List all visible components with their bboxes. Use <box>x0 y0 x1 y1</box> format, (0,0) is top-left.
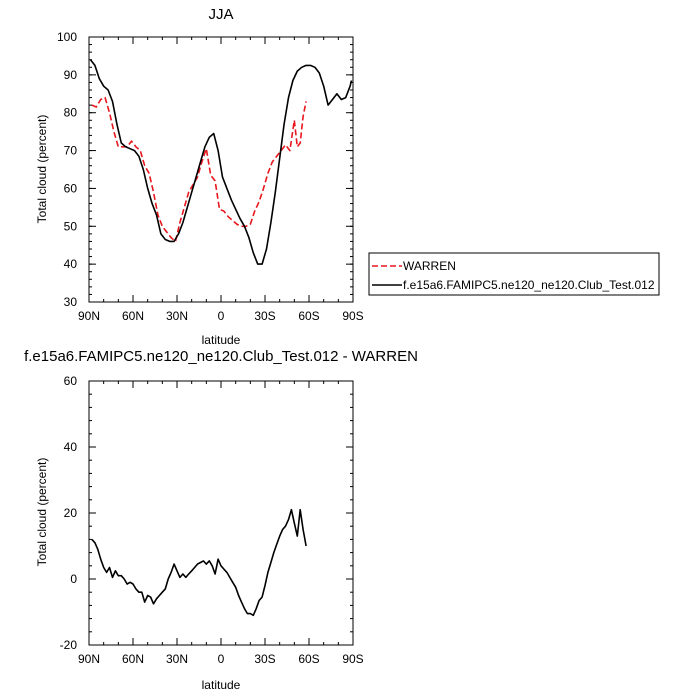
plot-area: 90N 60N 30N 0 30S 60S 90S 30 40 50 60 70 80 90 100 <box>57 30 364 323</box>
top-panel: JJA 90N 60N 30N 0 30S 60S 90S 30 40 50 60 70 80 90 100… <box>35 6 660 347</box>
y-tick-label: 60 <box>64 374 78 388</box>
plot-area-difference: 90N 60N 30N 0 30S 60S 90S -20 0 20 40 60 <box>60 374 364 666</box>
y-tick-label: 0 <box>70 572 77 586</box>
y-tick-label: 40 <box>64 257 78 271</box>
x-tick-label: 60N <box>122 652 144 666</box>
x-axis-label-difference: latitude <box>202 678 241 692</box>
x-tick-label: 30S <box>254 309 275 323</box>
y-axis-label-difference: Total cloud (percent) <box>35 458 49 567</box>
x-tick-label: 90N <box>78 652 100 666</box>
y-tick-label: 20 <box>64 506 78 520</box>
y-tick-label: 30 <box>64 295 78 309</box>
x-tick-label: 90S <box>342 309 363 323</box>
legend: WARREN f.e15a6.FAMIPC5.ne120_ne120.Club_… <box>368 252 660 296</box>
series-line-1 <box>91 96 307 243</box>
series-line-2 <box>89 59 353 265</box>
legend-label-model: f.e15a6.FAMIPC5.ne120_ne120.Club_Test.01… <box>403 278 655 292</box>
chart-title-difference: f.e15a6.FAMIPC5.ne120_ne120.Club_Test.01… <box>24 348 418 365</box>
x-tick-label: 60S <box>298 309 319 323</box>
x-tick-label: 0 <box>218 309 225 323</box>
x-tick-label: 0 <box>218 652 225 666</box>
legend-box <box>368 252 660 296</box>
y-tick-label: 50 <box>64 219 78 233</box>
x-tick-label: 90N <box>78 309 100 323</box>
x-tick-label: 90S <box>342 652 363 666</box>
y-tick-label: 60 <box>64 181 78 195</box>
chart-title: JJA <box>208 6 233 23</box>
x-tick-label: 30N <box>166 309 188 323</box>
y-tick-label: 90 <box>64 68 78 82</box>
x-axis-label: latitude <box>202 333 241 347</box>
y-tick-label: 70 <box>64 144 78 158</box>
legend-label-warren: WARREN <box>403 259 456 273</box>
y-axis-label: Total cloud (percent) <box>35 115 49 224</box>
y-tick-label: 40 <box>64 440 78 454</box>
series-line-1 <box>91 508 307 617</box>
x-tick-label: 60N <box>122 309 144 323</box>
y-tick-label: 80 <box>64 106 78 120</box>
y-tick-label: 100 <box>57 30 77 44</box>
x-tick-label: 60S <box>298 652 319 666</box>
plot-frame <box>88 380 354 646</box>
y-tick-label: -20 <box>60 638 78 652</box>
x-tick-label: 30S <box>254 652 275 666</box>
bottom-panel: f.e15a6.FAMIPC5.ne120_ne120.Club_Test.01… <box>24 348 418 692</box>
x-tick-label: 30N <box>166 652 188 666</box>
